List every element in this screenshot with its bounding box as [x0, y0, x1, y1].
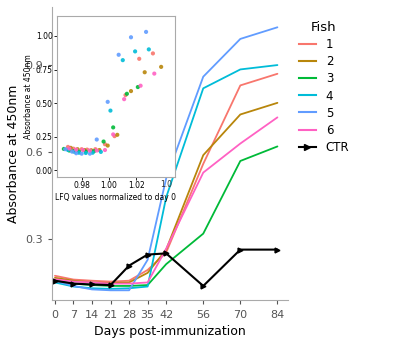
Y-axis label: Absorbance at 450nm: Absorbance at 450nm: [7, 85, 20, 223]
Legend: 1, 2, 3, 4, 5, 6, CTR: 1, 2, 3, 4, 5, 6, CTR: [296, 19, 352, 156]
X-axis label: Days post-immunization: Days post-immunization: [94, 325, 246, 338]
